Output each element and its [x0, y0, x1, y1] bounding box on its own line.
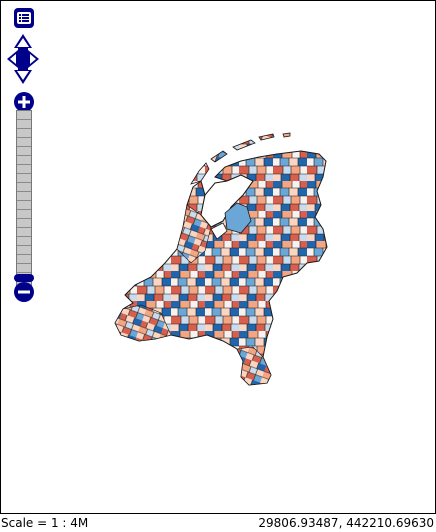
scale-line: Scale = 1 : 4M	[1, 516, 88, 530]
pan-center	[17, 52, 29, 66]
status-bar: Scale = 1 : 4M 29806.93487, 442210.69630	[0, 514, 436, 532]
zoom-in-button[interactable]	[14, 92, 34, 112]
pan-control[interactable]	[6, 32, 40, 86]
pan-right-icon[interactable]	[28, 50, 39, 68]
pan-left-icon[interactable]	[7, 50, 18, 68]
layer-switcher-button[interactable]	[14, 8, 34, 28]
zoom-track[interactable]	[16, 110, 32, 288]
map-viewport[interactable]	[0, 0, 436, 514]
limburg-region	[237, 347, 271, 385]
pan-up-icon[interactable]	[14, 34, 32, 54]
minus-icon	[18, 286, 30, 298]
mouse-coordinates: 29806.93487, 442210.69630	[258, 516, 434, 530]
plus-icon	[18, 96, 30, 108]
zoom-slider-handle[interactable]	[14, 274, 34, 282]
list-icon	[17, 11, 31, 25]
pan-down-icon[interactable]	[14, 64, 32, 84]
zoom-out-button[interactable]	[14, 282, 34, 302]
netherlands-map[interactable]	[1, 1, 435, 513]
zoom-bar[interactable]	[14, 92, 34, 304]
